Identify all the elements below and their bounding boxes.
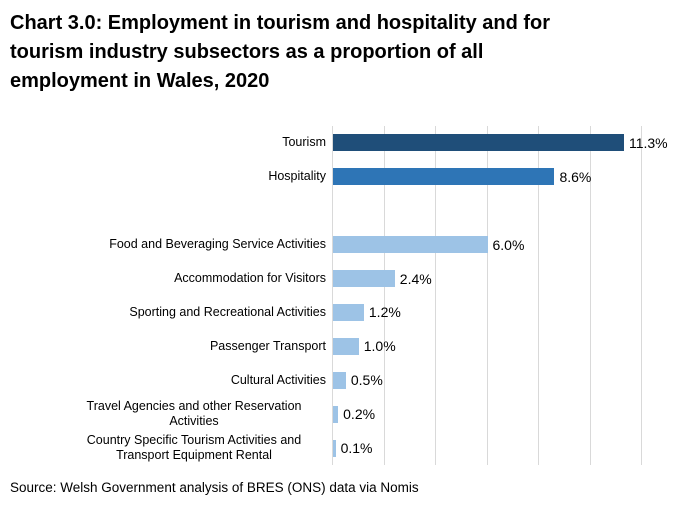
category-label: Accommodation for Visitors (174, 271, 326, 286)
category-label: Passenger Transport (209, 338, 326, 353)
bar-cell: 0.5% (332, 363, 688, 397)
category-label-cell: Country Specific Tourism Activities and … (0, 433, 332, 463)
spacer-row (0, 194, 688, 228)
gridline (538, 126, 539, 465)
bar-chart: Tourism 11.3% Hospitality 8.6% Food and Beve… (0, 126, 688, 465)
bar-row: Sporting and Recreational Activities 1.2% (0, 296, 688, 330)
bar (333, 439, 336, 457)
category-label: Cultural Activities (230, 372, 326, 387)
value-label: 2.4% (399, 270, 432, 287)
value-label: 0.1% (340, 440, 373, 457)
bar (333, 371, 346, 389)
bar (333, 405, 339, 423)
bar-row: Accommodation for Visitors 2.4% (0, 262, 688, 296)
category-label-cell: Sporting and Recreational Activities (0, 305, 332, 320)
category-label: Sporting and Recreational Activities (129, 304, 326, 319)
category-label-cell: Accommodation for Visitors (0, 271, 332, 286)
bar (333, 337, 359, 355)
value-label: 8.6% (559, 168, 592, 185)
bar-row: Hospitality 8.6% (0, 160, 688, 194)
bar-cell: 0.2% (332, 397, 688, 431)
category-label: Tourism (282, 135, 326, 150)
bar-rows: Tourism 11.3% Hospitality 8.6% Food and Beve… (0, 126, 688, 465)
value-label: 11.3% (628, 134, 668, 151)
category-label-cell: Food and Beveraging Service Activities (0, 237, 332, 252)
category-label-cell: Cultural Activities (0, 373, 332, 388)
gridline (486, 126, 488, 465)
bar-cell: 2.4% (332, 262, 688, 296)
bar-cell: 8.6% (332, 160, 688, 194)
category-label: Country Specific Tourism Activities and … (86, 433, 302, 463)
bar (333, 134, 624, 152)
category-label-cell: Passenger Transport (0, 339, 332, 354)
category-label-cell: Hospitality (0, 169, 332, 184)
value-label: 1.0% (363, 338, 396, 355)
value-label: 0.2% (343, 406, 376, 423)
chart-title-line-2: tourism industry subsectors as a proport… (10, 41, 484, 63)
bar-cell: 1.2% (332, 296, 688, 330)
value-label: 6.0% (492, 236, 525, 253)
bar-cell: 0.1% (332, 431, 688, 465)
bar-row: Travel Agencies and other Reservation Ac… (0, 397, 688, 431)
category-label: Hospitality (268, 169, 326, 184)
category-label: Travel Agencies and other Reservation Ac… (86, 399, 302, 429)
bar (333, 236, 488, 254)
bar-row: Passenger Transport 1.0% (0, 329, 688, 363)
gridline (435, 126, 436, 465)
bar-cell: 1.0% (332, 329, 688, 363)
bar-row: Tourism 11.3% (0, 126, 688, 160)
category-label: Food and Beveraging Service Activities (109, 237, 326, 252)
chart-title-line-3: employment in Wales, 2020 (10, 70, 270, 92)
value-label: 0.5% (350, 372, 383, 389)
bar-row: Food and Beveraging Service Activities 6.… (0, 228, 688, 262)
bar (333, 303, 364, 321)
category-label-cell: Travel Agencies and other Reservation Ac… (0, 399, 332, 429)
bar-cell: 11.3% (332, 126, 688, 160)
bar-row: Country Specific Tourism Activities and … (0, 431, 688, 465)
gridline (383, 126, 385, 465)
value-axis-line (332, 126, 333, 465)
bar (333, 168, 555, 186)
bar-cell (332, 194, 688, 228)
chart-title: Chart 3.0: Employment in tourism and hos… (10, 9, 670, 96)
source-note: Source: Welsh Government analysis of BRE… (10, 480, 419, 495)
bar-row: Cultural Activities 0.5% (0, 363, 688, 397)
category-label-cell: Tourism (0, 135, 332, 150)
value-label: 1.2% (368, 304, 401, 321)
chart-title-line-1: Chart 3.0: Employment in tourism and hos… (10, 12, 551, 34)
bar (333, 270, 395, 288)
plot-area (332, 126, 642, 465)
gridline (641, 126, 642, 465)
gridline (589, 126, 591, 465)
bar-cell: 6.0% (332, 228, 688, 262)
